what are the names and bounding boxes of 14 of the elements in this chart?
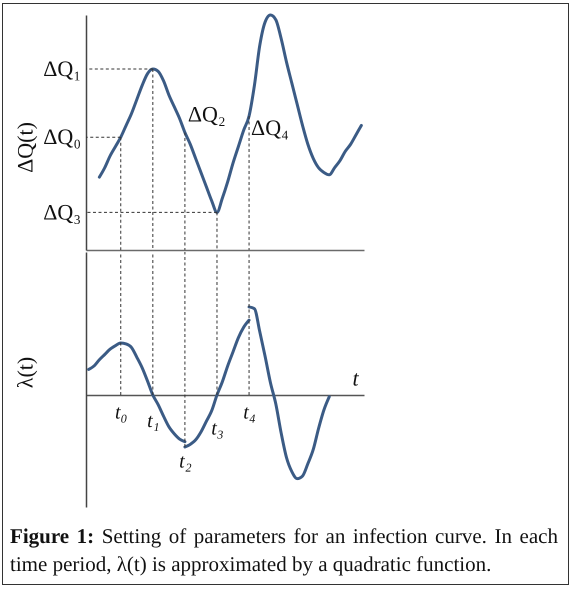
annotation: ΔQ₁ (43, 56, 81, 82)
x-tick-label: t₄ (243, 402, 256, 424)
x-tick-label: t₂ (179, 450, 192, 472)
annotation: ΔQ₃ (43, 199, 81, 224)
annotation: ΔQ₀ (43, 124, 81, 150)
caption: Figure 1: Setting of parameters for an infection curve. In each time period, λ(t) is approximated by a quadratic function. (10, 523, 558, 578)
x-axis-title: t (352, 366, 360, 391)
x-tick-label: t₀ (114, 402, 128, 424)
x-tick-label: t₃ (211, 418, 224, 440)
annotation: ΔQ₄ (251, 115, 289, 140)
annotation: ΔQ₂ (188, 102, 226, 126)
y-axis-title: λ(t) (12, 356, 38, 388)
y-axis-title: ΔQ(t) (12, 122, 38, 173)
x-tick-label: t₁ (147, 410, 160, 432)
